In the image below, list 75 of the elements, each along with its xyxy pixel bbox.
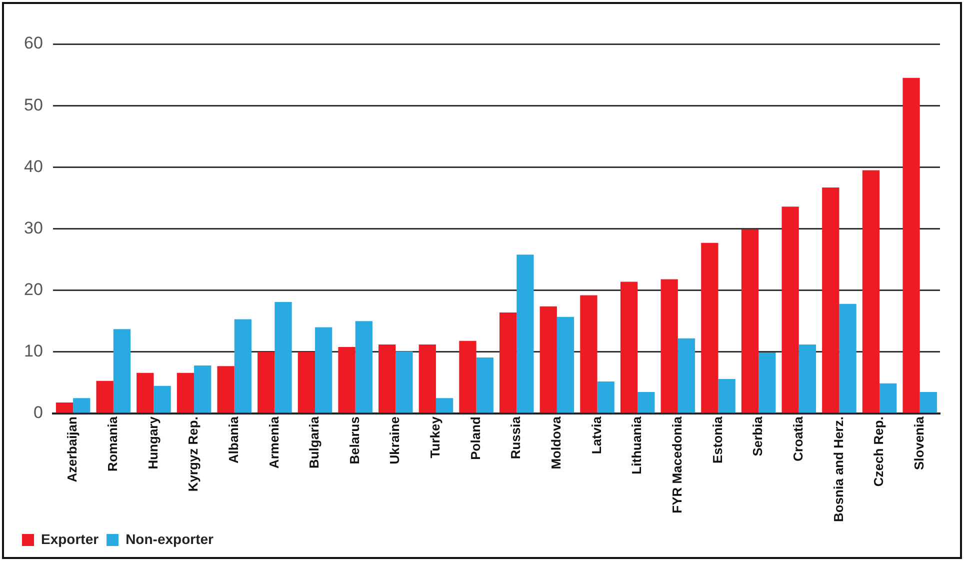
bar (56, 402, 74, 413)
bar (718, 379, 736, 413)
x-tick-label: Kyrgyz Rep. (186, 416, 201, 492)
bar (902, 78, 920, 413)
x-tick-label: Russia (508, 416, 524, 460)
bar (476, 357, 494, 413)
bar (298, 352, 316, 413)
bar (839, 304, 856, 413)
bar (154, 386, 171, 413)
bar (436, 398, 454, 413)
bar (274, 302, 292, 413)
x-tick-label: Slovenia (911, 416, 926, 470)
bar (396, 351, 413, 413)
x-tick-label: Bosnia and Herz. (830, 416, 846, 522)
y-tick-label: 30 (24, 218, 43, 238)
bar (217, 366, 234, 413)
bar (234, 319, 252, 413)
x-tick-label: Albania (226, 416, 241, 464)
legend-label: Non-exporter (126, 530, 214, 547)
x-tick-label: Estonia (710, 416, 725, 464)
bar (638, 392, 655, 413)
y-tick-label: 60 (24, 34, 43, 53)
bar (113, 329, 131, 413)
y-tick-label: 20 (24, 280, 43, 300)
x-tick-label: Hungary (145, 416, 160, 470)
bar (136, 372, 154, 413)
bar (822, 188, 840, 413)
bar (741, 229, 759, 413)
bar (315, 327, 332, 413)
bar (194, 365, 212, 413)
x-tick-label: Moldova (548, 416, 564, 470)
bar (378, 344, 396, 413)
x-tick-label: FYR Macedonia (669, 416, 684, 514)
x-tick-label: Serbia (750, 416, 766, 456)
bar (540, 306, 557, 413)
bar (459, 340, 476, 413)
bar (620, 282, 638, 413)
bar (176, 372, 194, 413)
bar (516, 254, 534, 413)
legend-label: Exporter (41, 530, 100, 547)
x-tick-label: Latvia (588, 416, 604, 454)
y-tick-label: 50 (24, 95, 43, 114)
bar (556, 316, 574, 413)
bar (678, 338, 696, 413)
bar (880, 383, 897, 413)
x-tick-label: Croatia (790, 416, 806, 462)
bar (580, 295, 598, 413)
bar (355, 321, 372, 413)
bar (73, 398, 90, 413)
bar (418, 344, 436, 413)
bar (258, 352, 275, 413)
bar (338, 347, 356, 413)
y-tick-label: 0 (33, 403, 43, 422)
y-tick-label: 10 (24, 342, 43, 361)
bar (499, 312, 517, 413)
bar (597, 382, 614, 413)
x-tick-label: Lithuania (629, 416, 644, 474)
x-tick-label: Ukraine (387, 416, 402, 464)
bar (660, 279, 678, 413)
bar (920, 392, 937, 413)
x-tick-label: Belarus (346, 416, 362, 464)
bar (862, 170, 880, 413)
bar (798, 344, 816, 413)
x-tick-label: Armenia (266, 416, 282, 469)
x-tick-label: Poland (468, 416, 483, 460)
bar (96, 380, 114, 413)
bar (758, 352, 776, 413)
x-tick-label: Bulgaria (306, 416, 322, 469)
bar (701, 242, 718, 413)
x-tick-label: Azerbaijan (64, 416, 80, 482)
y-tick-label: 40 (24, 156, 43, 176)
x-tick-label: Romania (104, 416, 120, 472)
bar (782, 206, 799, 413)
x-tick-label: Turkey (428, 416, 443, 458)
x-tick-label: Czech Rep. (871, 416, 886, 487)
